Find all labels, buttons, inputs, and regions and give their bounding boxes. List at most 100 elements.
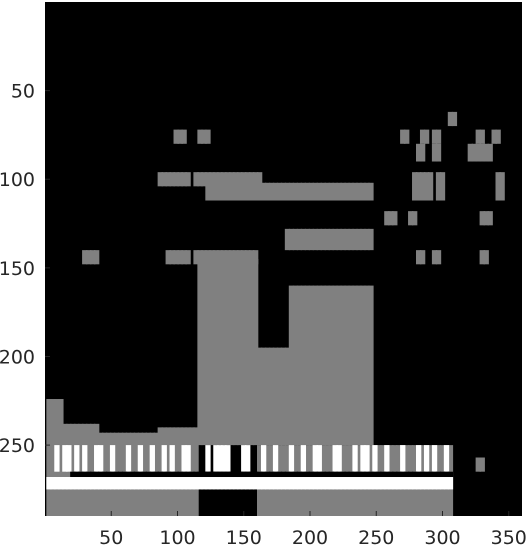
heatmap-cell-23-92-0: [435, 471, 442, 478]
heatmap-cell-19-6-0: [193, 250, 199, 265]
heatmap-cell-11-8-0: [483, 143, 489, 162]
heatmap-cell-23-32-0: [197, 471, 203, 478]
heatmap-cell-22-2-0: [54, 477, 60, 490]
heatmap-cell-22-39-0: [201, 477, 207, 490]
heatmap-cell-23-64-0: [324, 471, 330, 478]
heatmap-cell-23-29-0: [185, 471, 191, 478]
heatmap-cell-22-5-0: [66, 477, 72, 490]
heatmap-cell-12-8-0: [499, 172, 505, 201]
heatmap-cell-22-76-0: [348, 477, 354, 490]
heatmap-cell-18-9-0: [320, 228, 326, 251]
heatmap-cell-16-5-0: [177, 172, 183, 187]
heatmap-cell-3-8-0: [189, 427, 195, 516]
heatmap-cell-17-32-0: [332, 182, 338, 201]
heatmap-cell-23-77-0: [376, 471, 382, 478]
heatmap-cell-18-12-0: [332, 228, 338, 251]
heatmap-cell-23-38-0: [221, 471, 227, 478]
heatmap-cell-17-21-0: [288, 182, 295, 201]
heatmap-cell-3-5-0: [177, 427, 183, 516]
heatmap-cell-19-13-0: [221, 250, 227, 265]
heatmap-cell-10-1-0: [404, 129, 410, 144]
heatmap-cell-23-68-0: [340, 471, 346, 478]
heatmap-cell-23-28-0: [181, 471, 187, 478]
heatmap-cell-23-8-0: [101, 471, 108, 478]
heatmap-cell-22-19-0: [121, 477, 128, 490]
heatmap-cell-21-36-0: [416, 445, 422, 472]
heatmap-cell-22-90-0: [404, 477, 410, 490]
heatmap-cell-17-19-0: [280, 182, 287, 201]
heatmap-cell-23-37-0: [217, 471, 223, 478]
heatmap-cell-16-0-0: [157, 172, 163, 187]
heatmap-cell-22-65-0: [304, 477, 310, 490]
heatmap-cell-22-64-0: [300, 477, 307, 490]
heatmap-cell-10-3-0: [423, 129, 430, 144]
heatmap-cell-13-3-0: [408, 211, 414, 226]
y-tick-label-50: 50: [11, 81, 35, 103]
heatmap-cell-8-1-0: [479, 457, 485, 472]
heatmap-cell-23-54-0: [284, 471, 291, 478]
heatmap-cell-16-7-0: [185, 172, 191, 187]
heatmap-cell-23-34-0: [205, 471, 211, 478]
heatmap-cell-21-14-0: [185, 445, 191, 472]
heatmap-cell-17-14-0: [260, 182, 267, 201]
heatmap-cell-18-17-0: [352, 228, 358, 251]
heatmap-cell-21-7-0: [109, 445, 116, 472]
heatmap-cell-23-61-0: [312, 471, 318, 478]
heatmap-cell-17-3-0: [217, 182, 223, 201]
heatmap-cell-4-2-0: [205, 259, 211, 446]
heatmap-cell-23-40-0: [229, 471, 235, 478]
heatmap-cell-23-86-0: [412, 471, 418, 478]
heatmap-cell-23-2-0: [78, 471, 84, 478]
heatmap-cell-23-21-0: [153, 471, 159, 478]
heatmap-cell-22-16-0: [109, 477, 116, 490]
heatmap-cell-6-0-0: [288, 285, 295, 446]
heatmap-cell-21-38-0: [431, 445, 438, 472]
heatmap-cell-22-74-0: [340, 477, 346, 490]
heatmap-cell-1-4-0: [78, 423, 84, 516]
heatmap-cell-22-30-0: [165, 477, 171, 490]
heatmap-cell-21-24-0: [288, 445, 295, 472]
heatmap-cell-12-7-0: [495, 172, 501, 201]
heatmap-cell-21-13-0: [181, 445, 187, 472]
heatmap-cell-22-1-0: [50, 477, 56, 490]
heatmap-cell-19-0-0: [165, 250, 171, 265]
heatmap-cell-22-51-0: [249, 477, 255, 490]
heatmap-cell-17-5-0: [225, 182, 231, 201]
heatmap-cell-6-17-0: [356, 285, 362, 446]
heatmap-cell-12-2-0: [419, 172, 426, 201]
heatmap-cell-22-87-0: [392, 477, 398, 490]
heatmap-cell-22-9-0: [82, 477, 88, 490]
heatmap-cell-16-15-0: [221, 172, 227, 187]
heatmap-cell-21-28-0: [332, 445, 338, 472]
heatmap-cell-4-7-0: [225, 259, 231, 446]
heatmap-cell-17-8-0: [237, 182, 243, 201]
heatmap-cell-22-31-0: [169, 477, 175, 490]
heatmap-cell-5-7-0: [284, 347, 291, 446]
heatmap-cell-11-3-0: [435, 143, 442, 162]
heatmap-cell-23-95-0: [447, 471, 454, 478]
heatmap-cell-22-62-0: [292, 477, 299, 490]
heatmap-cell-22-3-0: [58, 477, 64, 490]
heatmap-cell-18-5-0: [304, 228, 310, 251]
heatmap-cell-22-89-0: [400, 477, 406, 490]
heatmap-cell-19-16-0: [233, 250, 239, 265]
heatmap-cell-19-20-0: [249, 250, 255, 265]
heatmap-cell-3-2-0: [165, 427, 171, 516]
heatmap-cell-16-4-0: [173, 172, 179, 187]
heatmap-cell-16-16-0: [225, 172, 231, 187]
heatmap-cell-6-16-0: [352, 285, 358, 446]
heatmap-cell-18-11-0: [328, 228, 334, 251]
x-tick-label-100: 100: [159, 527, 195, 549]
heatmap-cell-23-53-0: [280, 471, 287, 478]
heatmap-cell-6-19-0: [364, 285, 370, 446]
heatmap-cell-23-70-0: [348, 471, 354, 478]
heatmap-cell-22-18-0: [117, 477, 124, 490]
heatmap-cell-18-20-0: [364, 228, 370, 251]
heatmap-cell-14-5-0: [483, 250, 489, 265]
heatmap-cell-22-21-0: [129, 477, 136, 490]
heatmap-cell-22-69-0: [320, 477, 326, 490]
heatmap-cell-1-6-0: [86, 423, 92, 516]
heatmap-cell-23-63-0: [320, 471, 326, 478]
heatmap-cell-23-41-0: [233, 471, 239, 478]
heatmap-cell-17-27-0: [312, 182, 318, 201]
